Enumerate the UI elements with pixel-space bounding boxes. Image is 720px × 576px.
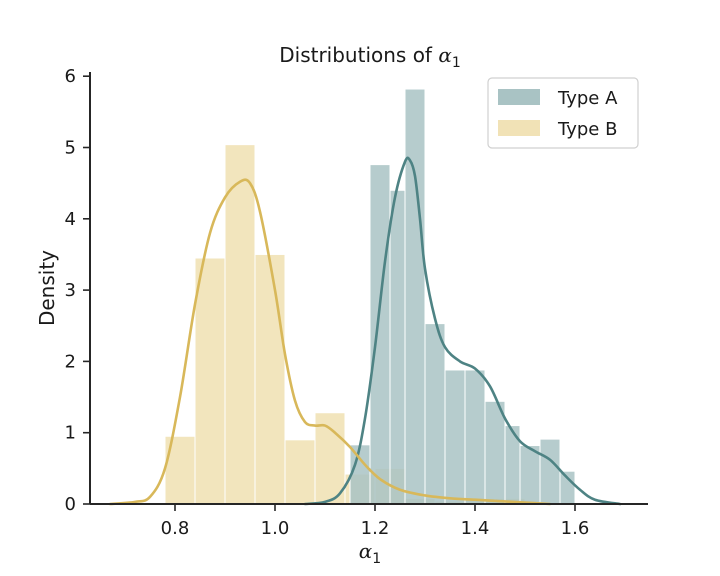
y-tick-label: 4 [65, 209, 76, 230]
type-b-bar-2 [224, 144, 256, 505]
type-a-bar-9 [519, 445, 541, 505]
type-a-histogram [349, 88, 576, 505]
x-axis-label: α1 [359, 539, 381, 567]
kde-curves [108, 156, 622, 506]
type-b-bar-3 [254, 253, 286, 505]
legend-label-type-b: Type B [557, 119, 617, 140]
x-tick-label: 1.6 [561, 518, 590, 539]
x-tick-label: 0.8 [161, 518, 190, 539]
y-tick-label: 5 [65, 138, 76, 159]
type-a-bar-7 [484, 400, 506, 505]
y-tick-label: 3 [65, 280, 76, 301]
legend-swatch-type-b [498, 120, 540, 136]
type-a-bar-11 [559, 470, 576, 505]
x-tick-label: 1.0 [261, 518, 290, 539]
y-axis-label: Density [35, 250, 59, 326]
chart-title: Distributions of α1 [279, 43, 461, 71]
type-b-kde-line [108, 178, 552, 506]
legend-label-type-a: Type A [557, 88, 618, 109]
type-a-bar-5 [444, 369, 466, 505]
y-ticks: 0 1 2 3 4 5 6 [65, 66, 90, 515]
x-ticks: 0.8 1.0 1.2 1.4 1.6 [161, 504, 590, 539]
type-a-bar-6 [464, 369, 486, 505]
type-a-bar-1 [369, 164, 391, 505]
y-tick-label: 6 [65, 66, 76, 87]
type-b-bar-4 [284, 439, 316, 505]
legend: Type A Type B [487, 77, 639, 149]
y-tick-label: 2 [65, 351, 76, 372]
type-b-bar-1 [194, 257, 226, 505]
type-a-bar-3 [404, 88, 426, 505]
type-a-bar-4 [424, 323, 446, 505]
y-tick-label: 0 [65, 494, 76, 515]
type-a-kde-line [303, 156, 622, 506]
type-a-bar-0 [349, 444, 371, 505]
x-tick-label: 1.2 [361, 518, 390, 539]
x-tick-label: 1.4 [461, 518, 490, 539]
type-a-bar-2 [389, 189, 406, 505]
type-a-bar-10 [539, 438, 561, 505]
y-tick-label: 1 [65, 423, 76, 444]
legend-swatch-type-a [498, 89, 540, 105]
